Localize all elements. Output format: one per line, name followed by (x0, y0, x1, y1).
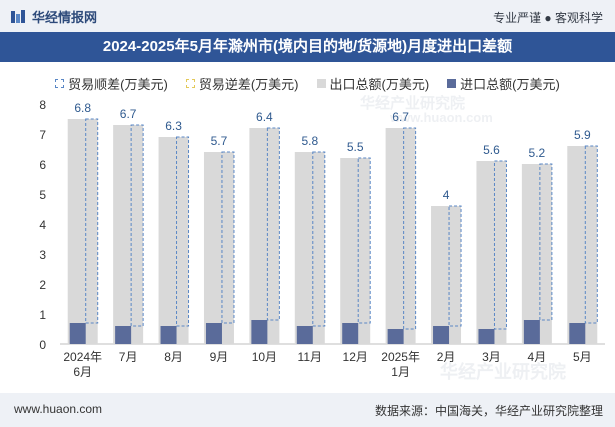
legend-swatch-deficit (185, 78, 195, 88)
x-tick-label: 9月 (210, 350, 229, 364)
export-bar (567, 146, 598, 344)
x-tick-label: 5月 (573, 350, 592, 364)
x-tick-label: 12月 (343, 350, 368, 364)
surplus-data-label: 5.7 (211, 134, 228, 148)
import-bar (569, 323, 586, 344)
brand: 华经情报网 (10, 7, 97, 26)
import-bar (296, 326, 313, 344)
import-bar (433, 326, 450, 344)
export-bar (431, 206, 462, 344)
surplus-data-label: 6.7 (120, 107, 137, 121)
x-tick-label: 2月 (437, 350, 456, 364)
export-bar (476, 161, 507, 344)
export-bar (249, 128, 280, 344)
surplus-data-label: 5.2 (529, 146, 546, 160)
tagline: 专业严谨 ● 客观科学 (493, 11, 603, 25)
y-tick-label: 2 (39, 278, 46, 292)
brand-name: 华经情报网 (32, 10, 98, 25)
y-tick-label: 6 (39, 158, 46, 172)
export-bar (385, 128, 416, 344)
legend-label-export: 出口总额(万美元) (329, 76, 430, 92)
surplus-data-label: 6.7 (392, 110, 409, 124)
export-bar (158, 137, 189, 344)
import-bar (160, 326, 177, 344)
import-bar (478, 329, 495, 344)
surplus-data-label: 6.3 (165, 119, 182, 133)
import-bar (387, 329, 404, 344)
legend-label-surplus: 贸易顺差(万美元) (68, 76, 168, 92)
surplus-bar (493, 160, 507, 330)
legend-swatch-import (447, 78, 457, 88)
surplus-bar (85, 118, 99, 324)
surplus-bar (130, 124, 144, 327)
x-tick-label: 8月 (164, 350, 183, 364)
legend-label-deficit: 贸易逆差(万美元) (198, 76, 299, 92)
surplus-bar (266, 127, 280, 321)
export-bar (340, 158, 371, 344)
x-tick-label: 3月 (482, 350, 501, 364)
y-tick-label: 0 (39, 338, 46, 352)
export-bar (67, 119, 98, 344)
footer-url[interactable]: www.huaon.com (14, 402, 103, 416)
x-tick-label: 7月 (119, 350, 138, 364)
surplus-data-label: 4 (443, 188, 450, 202)
legend-item-import[interactable]: 进口总额(万美元) (447, 72, 560, 94)
export-bar (294, 152, 325, 344)
export-bar (521, 164, 552, 344)
x-tick-label: 2024年 6月 (63, 350, 102, 379)
y-tick-label: 1 (39, 308, 46, 322)
footer: www.huaon.com 数据来源：中国海关，华经产业研究院整理 (0, 393, 615, 427)
surplus-bar (403, 127, 417, 330)
import-bar (251, 320, 268, 344)
import-bar (115, 326, 132, 344)
surplus-bar (312, 151, 326, 327)
x-tick-label: 11月 (298, 350, 322, 364)
legend-item-export[interactable]: 出口总额(万美元) (316, 72, 430, 94)
top-bar: 华经情报网 专业严谨 ● 客观科学 (0, 0, 615, 32)
surplus-data-label: 5.6 (483, 143, 500, 157)
footer-source: 数据来源：中国海关，华经产业研究院整理 (374, 404, 603, 418)
bar-chart: 0 1 2 3 4 5 6 7 8 6.8 2024年 6月 6.7 7月 6.3 8月 5.7 9月 6.4 10月… (39, 98, 605, 379)
chart-legend: 贸易顺差(万美元) 贸易逆差(万美元) 出口总额(万美元) 进口总额(万美元) (0, 72, 615, 94)
surplus-data-label: 5.5 (347, 140, 364, 154)
y-tick-label: 4 (39, 218, 46, 232)
export-bar (203, 152, 234, 344)
import-bar (523, 320, 540, 344)
x-tick-label: 10月 (252, 350, 277, 364)
y-tick-label: 8 (39, 98, 46, 112)
y-tick-label: 5 (39, 188, 46, 202)
x-tick-label: 4月 (528, 350, 547, 364)
legend-swatch-surplus (55, 78, 65, 88)
surplus-bar (221, 151, 235, 324)
surplus-bar (539, 163, 553, 321)
import-bar (205, 323, 222, 344)
legend-item-surplus[interactable]: 贸易顺差(万美元) (55, 72, 168, 94)
surplus-bar (584, 145, 598, 324)
y-tick-label: 3 (39, 248, 46, 262)
legend-label-import: 进口总额(万美元) (460, 76, 560, 92)
surplus-data-label: 5.8 (301, 134, 318, 148)
surplus-data-label: 6.4 (256, 110, 273, 124)
surplus-data-label: 6.8 (74, 101, 91, 115)
import-bar (342, 323, 359, 344)
logo-icon (11, 9, 25, 23)
surplus-bar (176, 136, 190, 327)
y-tick-label: 7 (39, 128, 46, 142)
surplus-bar (357, 157, 371, 324)
import-bar (69, 323, 86, 344)
legend-item-deficit[interactable]: 贸易逆差(万美元) (185, 72, 299, 94)
chart-title: 2024-2025年5月年滁州市(境内目的地/货源地)月度进出口差额 (102, 38, 513, 55)
surplus-bar (448, 205, 462, 327)
title-bar: 2024-2025年5月年滁州市(境内目的地/货源地)月度进出口差额 (0, 32, 615, 62)
x-tick-label: 2025年 1月 (381, 350, 420, 379)
legend-swatch-export (316, 78, 326, 88)
export-bar (113, 125, 144, 344)
surplus-data-label: 5.9 (574, 128, 591, 142)
